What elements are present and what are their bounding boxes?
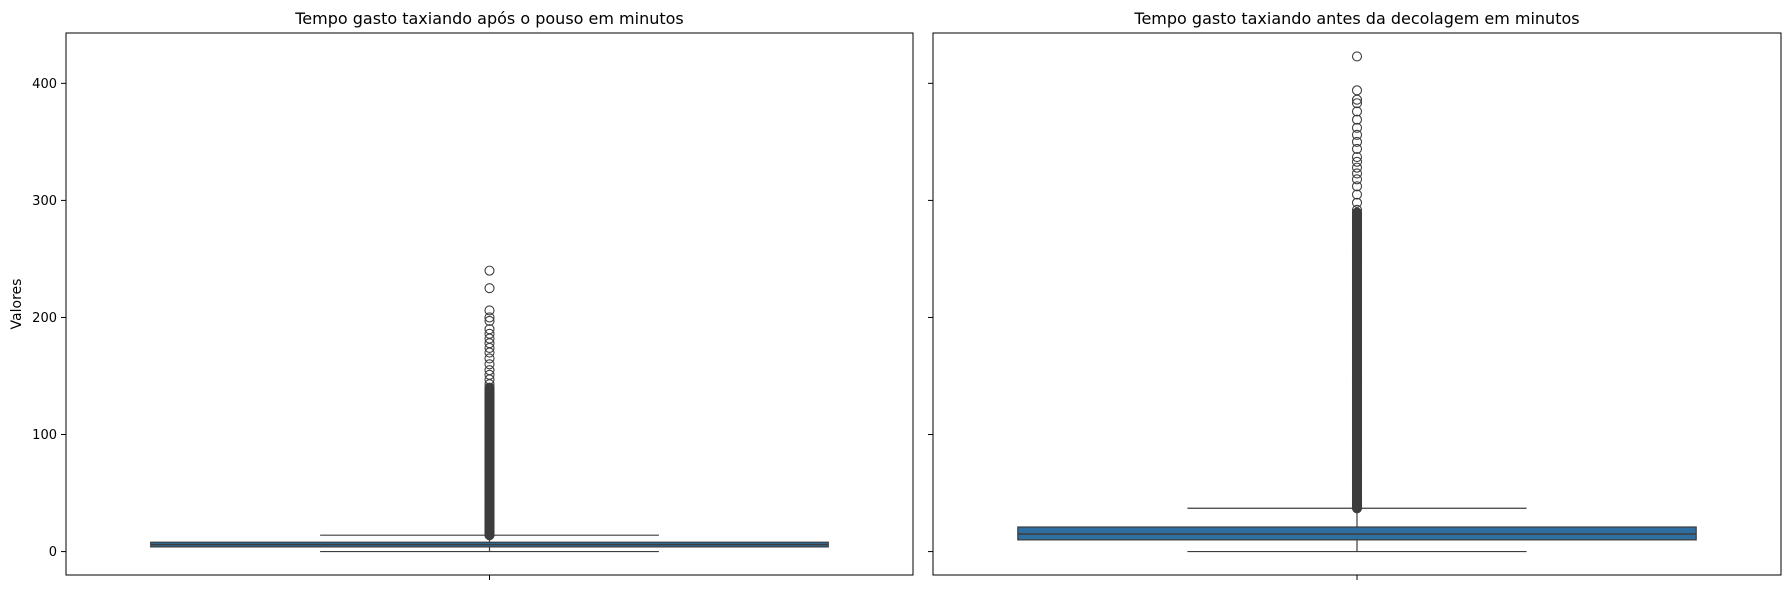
- outlier-point: [1351, 129, 1363, 140]
- outlier-point: [1351, 174, 1363, 185]
- outlier-point: [484, 283, 495, 294]
- y-tick-label: 100: [32, 428, 57, 443]
- outlier-point: [484, 369, 495, 380]
- right-outliers: [1351, 51, 1363, 514]
- y-axis-label: Valores: [9, 279, 25, 330]
- outlier-point: [1351, 207, 1363, 218]
- outlier-point: [1351, 162, 1363, 173]
- outlier-point: [1351, 143, 1363, 154]
- outlier-point: [484, 324, 495, 335]
- left-box-elements: [150, 534, 829, 553]
- outlier-point: [1351, 136, 1363, 147]
- outlier-point: [484, 328, 495, 339]
- outlier-point: [484, 312, 495, 323]
- y-tick-label: 0: [49, 545, 57, 560]
- outlier-point: [484, 353, 495, 364]
- y-tick-label: 400: [32, 77, 57, 92]
- outlier-point: [1351, 122, 1363, 133]
- outlier-point: [1351, 114, 1363, 125]
- left-outliers: [484, 265, 495, 541]
- y-tick-label: 200: [32, 311, 57, 326]
- outlier-point: [484, 365, 495, 376]
- outlier-point: [484, 382, 495, 393]
- left-chart-title: Tempo gasto taxiando após o pouso em min…: [294, 9, 684, 28]
- right-box-elements: [1017, 507, 1697, 553]
- right-y-ticks: [928, 82, 933, 553]
- outlier-point: [484, 305, 495, 316]
- outlier-point: [1351, 51, 1363, 62]
- outlier-point: [1351, 168, 1363, 179]
- outlier-point: [1351, 204, 1363, 215]
- outlier-point: [484, 359, 495, 370]
- outlier-point: [1351, 156, 1363, 167]
- outlier-point: [1351, 189, 1363, 200]
- y-tick-label: 300: [32, 194, 57, 209]
- outlier-point: [1351, 181, 1363, 192]
- outlier-point: [1351, 197, 1363, 208]
- outlier-point: [484, 265, 495, 276]
- left-boxplot-panel: Tempo gasto taxiando após o pouso em min…: [9, 9, 914, 580]
- outlier-point: [1351, 85, 1363, 96]
- left-y-ticks: 0 100 200 300 400: [32, 77, 66, 560]
- outlier-point: [1351, 98, 1363, 109]
- right-chart-title: Tempo gasto taxiando antes da decolagem …: [1133, 9, 1579, 28]
- right-boxplot-panel: Tempo gasto taxiando antes da decolagem …: [928, 9, 1782, 580]
- outlier-point: [1351, 152, 1363, 163]
- outlier-point: [484, 315, 495, 327]
- outlier-point: [1351, 106, 1363, 117]
